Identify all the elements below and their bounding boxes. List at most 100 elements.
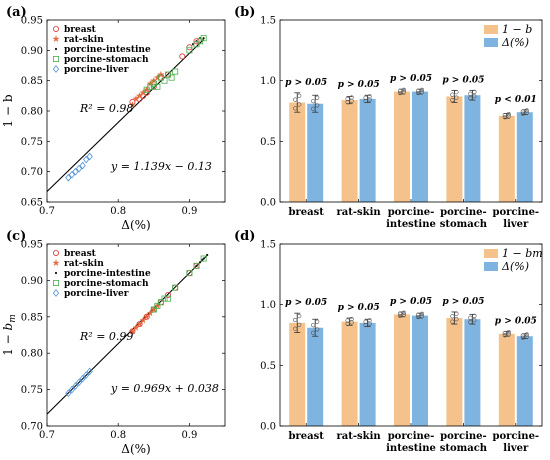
replicate-point — [520, 335, 525, 340]
x-category-label-b: porcine-intestine — [386, 207, 436, 230]
replicate-point — [524, 334, 529, 339]
legend-marker-breast — [53, 249, 60, 256]
y-tick-label-b: 1.5 — [260, 16, 276, 27]
x-tick-label-c: 0.7 — [39, 430, 55, 441]
replicate-point — [293, 326, 298, 331]
legend-c: breastrat-skinporcine-intestineporcine-s… — [52, 249, 151, 299]
x-axis-label-c: Δ(%) — [121, 442, 150, 456]
p-value-label-b: p > 0.05 — [338, 80, 380, 90]
x-category-label-line: porcine- — [492, 207, 539, 218]
legend-swatch-0 — [484, 249, 498, 258]
p-value-label-d: p > 0.05 — [338, 303, 380, 313]
x-category-label-line: porcine- — [440, 207, 487, 218]
p-value-label-b: p > 0.05 — [390, 74, 432, 84]
p-value-label-b: p > 0.05 — [442, 75, 484, 85]
y-tick-label-c: 0.90 — [21, 276, 43, 287]
legend-label-breast: breast — [64, 249, 97, 259]
data-point-porcine-liver — [65, 389, 72, 398]
legend-label-porcine-liver: porcine-liver — [64, 65, 129, 75]
replicate-point — [506, 332, 511, 337]
data-point-porcine-stomach — [193, 262, 200, 269]
data-point-porcine-stomach — [186, 270, 193, 277]
replicate-point — [345, 100, 350, 105]
bar-1 − b-3 — [446, 96, 463, 202]
data-point-porcine-intestine — [206, 253, 209, 257]
bar-Δ(%)-1 — [359, 98, 376, 202]
x-category-label-line: intestine — [386, 443, 436, 454]
replicate-point — [472, 318, 477, 323]
legend-label-1: Δ(%) — [501, 36, 529, 49]
y-tick-label-c: 0.70 — [21, 422, 43, 433]
legend-marker-porcine-intestine — [54, 47, 58, 51]
replicate-point — [367, 94, 372, 99]
replicate-point — [502, 115, 507, 120]
bar-1 − b-4 — [498, 115, 515, 202]
y-tick-label-d: 0.0 — [260, 422, 276, 433]
x-category-label-line: porcine- — [388, 207, 435, 218]
y-tick-label-a: 0.65 — [21, 198, 43, 209]
replicate-point — [401, 312, 407, 317]
legend-swatch-0 — [484, 25, 498, 34]
x-tick-label-c: 0.8 — [110, 430, 126, 441]
x-category-label-line: porcine- — [440, 431, 487, 442]
data-point-porcine-liver — [79, 161, 86, 170]
replicate-point — [297, 93, 302, 98]
legend-label-porcine-stomach: porcine-stomach — [64, 55, 149, 65]
data-point-porcine-stomach — [161, 77, 168, 84]
data-point-porcine-stomach — [197, 38, 204, 45]
legend-label-0: 1 − b — [502, 23, 532, 36]
replicate-point — [454, 90, 459, 95]
bar-1 − bm-1 — [341, 321, 358, 426]
y-tick-label-a: 0.80 — [21, 107, 43, 118]
replicate-point — [506, 112, 511, 117]
replicate-point — [297, 102, 302, 107]
replicate-point — [363, 322, 368, 328]
y-axis-label-c: 1 − bm — [1, 314, 18, 356]
series-porcine-liver-a — [65, 152, 93, 182]
series-porcine-intestine-c — [195, 253, 209, 267]
data-point-porcine-intestine — [198, 261, 202, 264]
p-value-label-d: p > 0.05 — [285, 298, 327, 308]
y-tick-label-c: 0.85 — [21, 312, 43, 323]
bar-chart-b: 0.0 0.5 1.0 1.5 breast p > 0.05 rat-skin p > 0.… — [260, 16, 542, 230]
x-category-label-line: liver — [503, 443, 529, 454]
x-category-label-line: porcine- — [388, 431, 435, 442]
replicate-point — [349, 98, 354, 103]
data-point-porcine-stomach — [165, 71, 172, 78]
replicate-point — [520, 111, 525, 116]
data-point-breast — [186, 44, 193, 51]
bar-Δ(%)-4 — [516, 112, 533, 202]
bar-Δ(%)-1 — [359, 322, 376, 426]
replicate-point — [311, 106, 316, 111]
y-tick-label-b: 1.0 — [260, 76, 276, 87]
replicate-point — [520, 109, 525, 114]
replicate-point — [454, 317, 459, 322]
data-point-porcine-liver — [68, 385, 76, 394]
replicate-point — [415, 88, 421, 93]
legend-label-rat-skin: rat-skin — [64, 259, 104, 269]
data-point-porcine-intestine — [201, 258, 204, 262]
bar-1 − bm-2 — [394, 314, 410, 426]
replicate-point — [419, 313, 425, 319]
bar-1 − b-0 — [289, 102, 306, 202]
replicate-point — [363, 98, 368, 104]
data-point-porcine-liver — [68, 170, 76, 179]
replicate-point — [311, 323, 316, 328]
x-category-label-line: breast — [289, 431, 325, 442]
legend-label-porcine-intestine: porcine-intestine — [64, 45, 151, 55]
replicate-point — [397, 311, 403, 316]
axes-box-d — [279, 243, 543, 427]
x-category-label-b: breast — [289, 207, 325, 218]
x-category-label-d: breast — [289, 431, 325, 442]
data-point-porcine-liver — [86, 152, 93, 161]
r-squared-a: R² = 0.98 — [79, 102, 133, 115]
replicate-point — [345, 321, 350, 326]
legend-label-0: 1 − bm — [502, 247, 543, 260]
replicate-point — [520, 333, 525, 338]
x-category-label-d: porcine-liver — [492, 431, 539, 454]
p-value-label-b: p > 0.05 — [285, 78, 327, 88]
legend-marker-porcine-intestine — [54, 271, 58, 275]
x-category-label-line: stomach — [440, 219, 488, 230]
data-point-porcine-stomach — [165, 295, 172, 302]
data-point-rat-skin — [139, 316, 147, 324]
